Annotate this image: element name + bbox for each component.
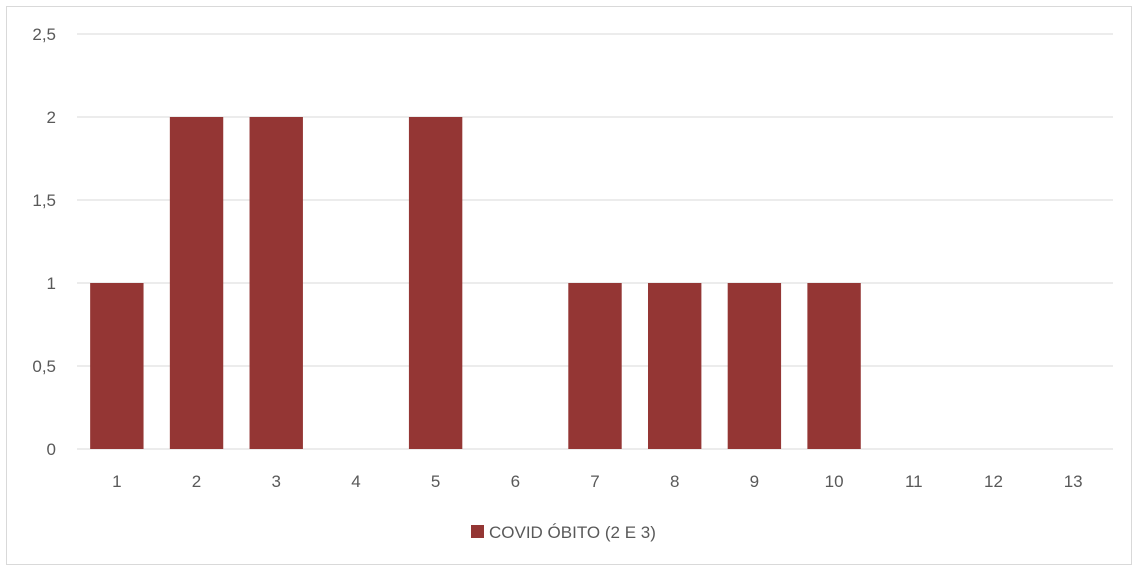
x-tick-label: 7 bbox=[590, 472, 599, 491]
y-axis-ticks: 0 0,5 1 1,5 2 2,5 bbox=[32, 25, 56, 459]
legend: COVID ÓBITO (2 E 3) bbox=[471, 523, 656, 542]
legend-label: COVID ÓBITO (2 E 3) bbox=[489, 523, 656, 542]
bar bbox=[647, 283, 702, 449]
y-tick-label: 2 bbox=[47, 108, 56, 127]
x-tick-label: 3 bbox=[271, 472, 280, 491]
x-tick-label: 1 bbox=[112, 472, 121, 491]
x-tick-label: 10 bbox=[825, 472, 844, 491]
bar bbox=[169, 117, 224, 449]
y-tick-label: 0,5 bbox=[32, 357, 56, 376]
bar bbox=[249, 117, 303, 449]
x-tick-label: 12 bbox=[984, 472, 1003, 491]
y-tick-label: 2,5 bbox=[32, 25, 56, 44]
legend-swatch bbox=[471, 525, 484, 538]
x-axis-ticks: 1 2 3 4 5 6 7 8 9 10 11 12 13 bbox=[112, 472, 1083, 491]
y-tick-label: 1,5 bbox=[32, 191, 56, 210]
x-tick-label: 8 bbox=[670, 472, 679, 491]
bar bbox=[408, 117, 463, 449]
y-tick-label: 1 bbox=[47, 274, 56, 293]
x-tick-label: 2 bbox=[192, 472, 201, 491]
bar bbox=[807, 283, 861, 449]
bar bbox=[727, 283, 782, 449]
x-tick-label: 4 bbox=[351, 472, 360, 491]
x-tick-label: 6 bbox=[511, 472, 520, 491]
x-tick-label: 5 bbox=[431, 472, 440, 491]
bar bbox=[90, 283, 144, 449]
x-tick-label: 13 bbox=[1064, 472, 1083, 491]
bar bbox=[568, 283, 622, 449]
x-tick-label: 11 bbox=[905, 472, 923, 491]
y-tick-label: 0 bbox=[47, 440, 56, 459]
bars bbox=[90, 117, 861, 449]
x-tick-label: 9 bbox=[750, 472, 759, 491]
